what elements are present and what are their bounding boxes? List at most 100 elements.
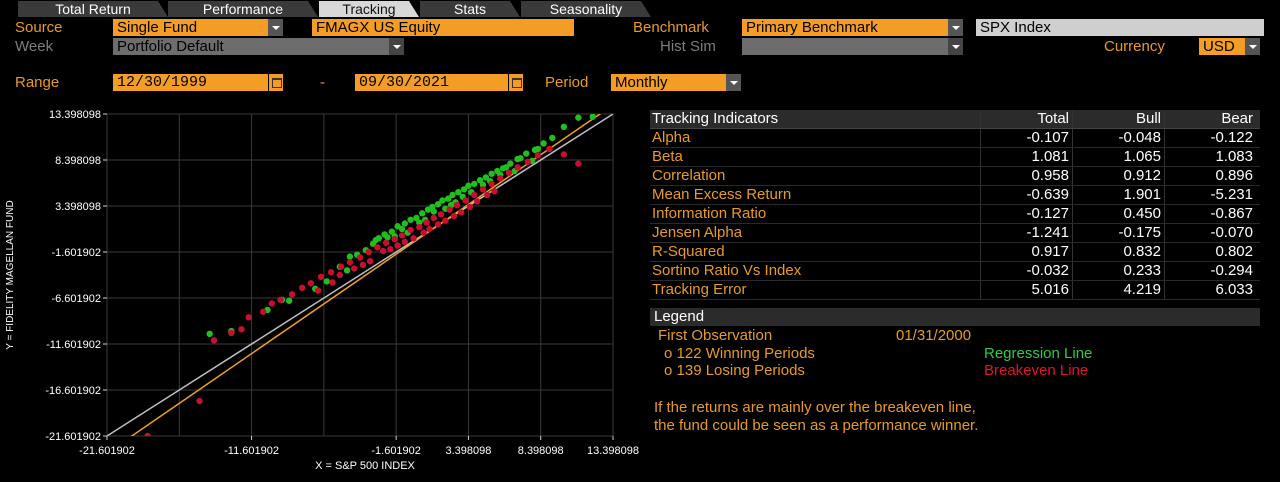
winning-point (323, 278, 330, 285)
losing-point (416, 223, 423, 231)
losing-point (484, 191, 491, 199)
losing-point (317, 273, 325, 281)
bull-value: 0.832 (1072, 243, 1164, 261)
total-value: -0.639 (980, 186, 1072, 204)
losing-point (398, 232, 406, 239)
period-select[interactable]: Monthly (611, 74, 726, 91)
winning-point (507, 160, 514, 167)
hist-sim-select[interactable] (742, 38, 948, 55)
winning-point (416, 219, 423, 226)
table-row: Beta 1.081 1.065 1.083 (650, 148, 1260, 167)
bear-value: -0.294 (1164, 262, 1256, 280)
period-dropdown-arrow-icon[interactable] (726, 74, 741, 91)
losing-point (238, 326, 245, 333)
bear-value: -0.867 (1164, 205, 1256, 223)
losing-point (356, 254, 364, 261)
range-end-calendar-icon[interactable] (508, 74, 523, 91)
total-value: -0.127 (980, 205, 1072, 223)
losing-point (514, 164, 521, 171)
regression-line-label: Regression Line (984, 345, 1093, 362)
x-tick-label: 8.398098 (518, 445, 564, 457)
y-tick-label: -21.601902 (45, 431, 101, 443)
bear-value: 6.033 (1164, 281, 1256, 299)
indicator-name: Sortino Ratio Vs Index (652, 262, 802, 279)
tab-total-return[interactable]: Total Return (18, 1, 168, 17)
losing-point (423, 219, 430, 226)
note-line-2: the fund could be seen as a performance … (654, 417, 979, 434)
losing-point (534, 152, 542, 159)
winning-point (413, 214, 420, 222)
winning-point (523, 150, 530, 157)
bull-value: 0.912 (1072, 167, 1164, 185)
tab-seasonality[interactable]: Seasonality (521, 1, 651, 17)
winning-point (407, 216, 414, 223)
bear-value: -5.231 (1164, 186, 1256, 204)
losing-point (391, 235, 398, 243)
bull-value: -0.175 (1072, 224, 1164, 242)
winning-point (346, 253, 354, 260)
losing-point (314, 287, 322, 294)
indicator-name: Information Ratio (652, 205, 767, 222)
losing-point (560, 151, 568, 158)
range-start-input[interactable]: 12/30/1999 (113, 74, 268, 91)
winning-point (575, 114, 582, 121)
losing-point (336, 271, 343, 279)
range-end-input[interactable]: 09/30/2021 (355, 74, 508, 91)
winning-point (560, 123, 568, 131)
losing-point (437, 211, 445, 218)
winning-point (439, 197, 446, 204)
tab-stats[interactable]: Stats (420, 1, 520, 17)
losing-point (245, 314, 252, 321)
tab-performance[interactable]: Performance (168, 1, 318, 17)
y-tick-label: 8.398098 (55, 155, 101, 167)
benchmark-dropdown-arrow-icon[interactable] (948, 19, 963, 36)
benchmark-select[interactable]: Primary Benchmark (742, 19, 948, 36)
bull-value: 1.901 (1072, 186, 1164, 204)
y-tick-label: -1.601902 (51, 247, 101, 259)
winning-point (476, 177, 484, 184)
losing-point (446, 206, 453, 213)
table-row: Information Ratio -0.127 0.450 -0.867 (650, 205, 1260, 224)
currency-select[interactable]: USD (1199, 38, 1245, 55)
week-dropdown-arrow-icon[interactable] (389, 38, 404, 55)
losing-point (434, 221, 442, 228)
indicator-name: Tracking Error (652, 281, 747, 298)
winning-point (285, 297, 293, 304)
winning-point (534, 145, 542, 153)
winning-point (398, 225, 406, 233)
total-value: 5.016 (980, 281, 1072, 299)
table-row: R-Squared 0.917 0.832 0.802 (650, 243, 1260, 262)
hist-sim-dropdown-arrow-icon[interactable] (948, 38, 963, 55)
losing-point (387, 246, 394, 253)
total-value: -0.107 (980, 129, 1072, 147)
source-dropdown-arrow-icon[interactable] (268, 19, 283, 36)
losing-point (575, 160, 582, 167)
winning-point (482, 174, 490, 181)
winning-point (471, 180, 478, 188)
first-observation-value: 01/31/2000 (896, 327, 972, 344)
winning-point (418, 210, 426, 217)
losing-point (546, 145, 553, 153)
winning-point (589, 114, 596, 120)
bull-value: 0.450 (1072, 205, 1164, 223)
losing-point (374, 244, 381, 251)
range-start-calendar-icon[interactable] (268, 74, 283, 91)
source-select[interactable]: Single Fund (113, 19, 268, 36)
header-bear: Bear (1164, 110, 1256, 128)
week-select[interactable]: Portfolio Default (113, 38, 389, 55)
legend-title: Legend (650, 308, 1260, 326)
winning-point (445, 195, 452, 202)
tab-tracking[interactable]: Tracking (319, 1, 419, 17)
header-indicator: Tracking Indicators (652, 110, 779, 127)
winning-point (343, 267, 351, 274)
first-observation-label: First Observation (658, 327, 773, 344)
currency-dropdown-arrow-icon[interactable] (1245, 38, 1260, 55)
losing-point (442, 217, 449, 224)
tracking-indicators-table: Tracking Indicators Total Bull Bear Alph… (650, 110, 1260, 300)
losing-point (288, 291, 296, 298)
benchmark-index-input[interactable]: SPX Index (976, 19, 1264, 36)
table-row: Correlation 0.958 0.912 0.896 (650, 167, 1260, 186)
ticker-input[interactable]: FMAGX US Equity (312, 19, 574, 36)
bear-value: 0.896 (1164, 167, 1256, 185)
indicator-name: Mean Excess Return (652, 186, 792, 203)
